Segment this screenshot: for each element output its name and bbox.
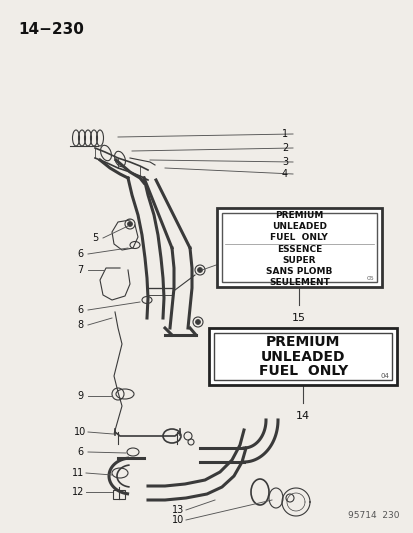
Text: 10: 10 <box>171 515 184 525</box>
Text: 14: 14 <box>295 411 310 422</box>
Bar <box>209 328 396 385</box>
Circle shape <box>195 319 200 325</box>
Text: 14−230: 14−230 <box>18 22 84 37</box>
Text: 1: 1 <box>281 129 287 139</box>
Text: FUEL  ONLY: FUEL ONLY <box>270 233 328 242</box>
Circle shape <box>127 222 132 227</box>
Bar <box>216 208 381 287</box>
Text: 95714  230: 95714 230 <box>348 511 399 520</box>
Text: 9: 9 <box>77 391 83 401</box>
Text: 04: 04 <box>380 373 389 379</box>
Text: 11: 11 <box>72 468 84 478</box>
Text: 13: 13 <box>171 505 184 515</box>
Text: 12: 12 <box>71 487 84 497</box>
Text: SANS PLOMB: SANS PLOMB <box>266 267 332 276</box>
Text: SUPER: SUPER <box>282 256 315 265</box>
Text: 05: 05 <box>366 276 373 281</box>
Bar <box>113 490 125 499</box>
Text: 15: 15 <box>292 313 306 323</box>
Text: PREMIUM: PREMIUM <box>266 335 339 349</box>
Text: 10: 10 <box>74 427 86 437</box>
Text: 8: 8 <box>77 320 83 330</box>
Text: FUEL  ONLY: FUEL ONLY <box>258 364 347 378</box>
Text: UNLEADED: UNLEADED <box>271 222 326 231</box>
Text: PREMIUM: PREMIUM <box>275 211 323 220</box>
Text: 5: 5 <box>92 233 98 243</box>
Bar <box>214 333 392 381</box>
Text: 6: 6 <box>77 249 83 259</box>
Text: SEULEMENT: SEULEMENT <box>268 278 329 287</box>
Text: 6: 6 <box>77 305 83 315</box>
Text: 7: 7 <box>77 265 83 275</box>
Text: 6: 6 <box>77 447 83 457</box>
Text: UNLEADED: UNLEADED <box>260 350 345 364</box>
Text: 4: 4 <box>281 169 287 179</box>
Text: ESSENCE: ESSENCE <box>276 245 321 254</box>
Text: 2: 2 <box>281 143 287 153</box>
Text: 3: 3 <box>281 157 287 167</box>
Circle shape <box>197 268 202 272</box>
Bar <box>221 213 376 282</box>
Text: 9: 9 <box>224 253 230 263</box>
